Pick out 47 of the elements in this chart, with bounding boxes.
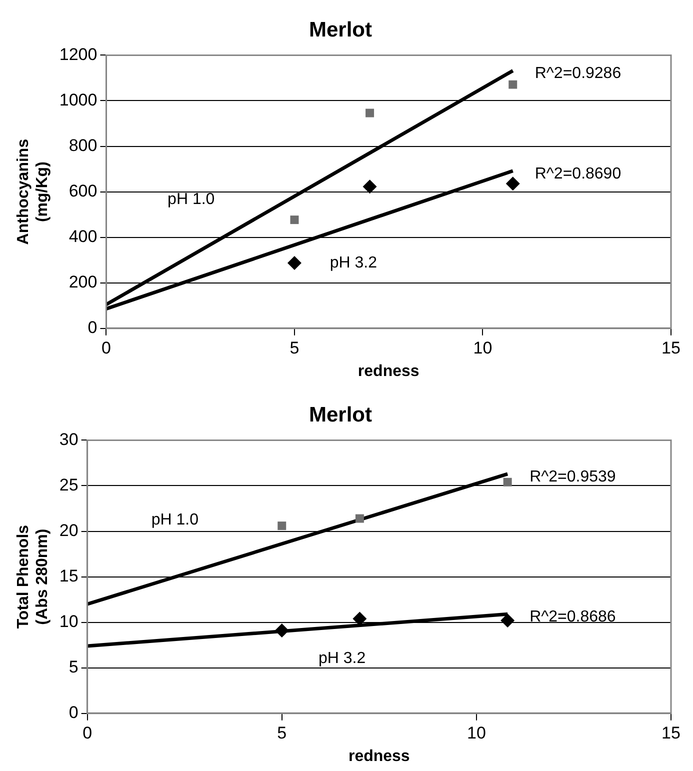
y-axis-title: Anthocyanins (mg/Kg) (15, 138, 52, 245)
x-tick-label: 15 (662, 338, 680, 358)
annotation: pH 1.0 (168, 191, 215, 208)
y-tick-label: 5 (68, 658, 78, 677)
x-tick-label: 10 (473, 338, 492, 358)
point (355, 514, 364, 523)
point (508, 80, 518, 89)
point (290, 216, 299, 224)
x-axis-title: redness (358, 362, 420, 380)
annotation: pH 1.0 (151, 511, 199, 528)
annotation: R^2=0.9539 (530, 468, 616, 486)
y-tick-label: 0 (68, 703, 78, 722)
point (366, 108, 374, 118)
annotation: pH 3.2 (330, 254, 378, 272)
point (278, 522, 286, 530)
chart-title: Merlot (309, 18, 372, 42)
x-tick-label: 5 (277, 723, 287, 742)
y-tick-label: 30 (59, 430, 78, 449)
x-tick-label: 0 (101, 338, 111, 358)
point (506, 176, 520, 191)
point (352, 612, 367, 626)
x-tick-label: 15 (662, 723, 680, 742)
x-tick-label: 5 (290, 338, 300, 358)
annotation: R^2=0.9286 (534, 65, 622, 82)
annotation: R^2=0.8690 (534, 165, 622, 182)
y-tick-label: 1000 (59, 90, 98, 110)
y-tick-label: 800 (68, 136, 98, 155)
y-tick-label: 15 (59, 566, 78, 586)
point (287, 256, 302, 270)
annotation: R^2=0.8686 (530, 608, 616, 626)
x-axis-title: redness (348, 748, 410, 765)
point (274, 624, 289, 638)
y-tick-label: 400 (68, 227, 98, 246)
y-axis-title: Total Phenols (Abs 280nm) (15, 524, 52, 629)
y-tick-label: 200 (68, 272, 98, 292)
y-tick-label: 1200 (59, 44, 98, 64)
chart-title: Merlot (309, 403, 372, 426)
point (503, 478, 512, 486)
x-tick-label: 10 (466, 723, 486, 742)
annotation: pH 3.2 (318, 650, 366, 667)
y-tick-label: 20 (59, 520, 78, 540)
y-tick-label: 0 (88, 318, 98, 338)
y-tick-label: 600 (68, 181, 98, 200)
point (500, 614, 515, 628)
y-tick-label: 25 (59, 475, 78, 494)
y-tick-label: 10 (59, 612, 78, 632)
point (362, 180, 377, 194)
